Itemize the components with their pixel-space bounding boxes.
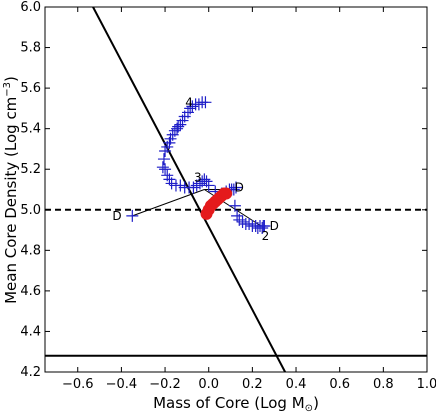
plus-marker bbox=[202, 179, 215, 192]
series-1 bbox=[126, 96, 271, 235]
x-tick-label: 0.0 bbox=[198, 377, 219, 392]
y-tick-label: 5.8 bbox=[20, 41, 41, 56]
x-axis-title-main: Mass of Core (Log M bbox=[153, 394, 305, 412]
y-axis-title: Mean Core Density (Log cm−3) bbox=[2, 76, 20, 304]
x-tick-label: 0.6 bbox=[329, 377, 350, 392]
x-tick-label: −0.4 bbox=[106, 377, 138, 392]
series-2 bbox=[159, 163, 196, 194]
circle-marker bbox=[220, 187, 233, 200]
plus-marker bbox=[256, 222, 269, 235]
plus-marker bbox=[198, 173, 211, 186]
plus-marker bbox=[228, 199, 241, 212]
x-tick-label: −0.6 bbox=[62, 377, 94, 392]
annotation-2: 3 bbox=[194, 170, 202, 184]
plus-marker bbox=[156, 161, 169, 174]
plus-marker bbox=[199, 96, 212, 109]
x-axis-title-close: ) bbox=[313, 394, 319, 412]
plus-marker bbox=[157, 153, 170, 166]
annotation-4: D bbox=[235, 180, 244, 194]
x-tick-label: −0.2 bbox=[149, 377, 181, 392]
y-tick-label: 5.0 bbox=[20, 203, 41, 218]
reference-line-4 bbox=[132, 189, 205, 217]
plus-marker bbox=[192, 98, 205, 111]
y-tick-label: 6.0 bbox=[20, 0, 41, 15]
y-tick-label: 4.4 bbox=[20, 324, 41, 339]
y-tick-label: 4.8 bbox=[20, 243, 41, 258]
y-tick-label: 4.2 bbox=[20, 365, 41, 380]
plus-marker bbox=[183, 181, 196, 194]
y-axis-title-main: Mean Core Density (Log cm bbox=[2, 97, 20, 304]
y-axis-title-close: ) bbox=[2, 76, 20, 82]
plus-marker bbox=[243, 217, 256, 230]
x-tick-label: 0.4 bbox=[286, 377, 307, 392]
plus-marker bbox=[230, 181, 242, 194]
x-tick-label: 0.2 bbox=[242, 377, 263, 392]
x-tick-label: 1.0 bbox=[417, 377, 436, 392]
x-axis-title: Mass of Core (Log M⊙) bbox=[153, 394, 319, 414]
plus-marker bbox=[258, 220, 271, 232]
y-tick-label: 5.6 bbox=[20, 81, 41, 96]
annotation-1: 4 bbox=[185, 95, 193, 109]
plus-marker bbox=[159, 163, 172, 176]
y-tick-label: 5.4 bbox=[20, 122, 41, 137]
annotation-6: 2 bbox=[262, 229, 270, 243]
plus-marker bbox=[233, 213, 246, 226]
y-tick-label: 4.6 bbox=[20, 284, 41, 299]
x-axis-title-sub: ⊙ bbox=[305, 403, 313, 414]
plus-marker bbox=[236, 215, 249, 228]
y-axis-title-sup: −3 bbox=[2, 82, 13, 97]
series-3 bbox=[200, 187, 233, 220]
annotation-5: D bbox=[270, 219, 279, 233]
x-tick-label: 0.8 bbox=[373, 377, 394, 392]
annotation-3: D bbox=[112, 209, 121, 223]
plus-marker bbox=[172, 120, 185, 133]
y-tick-label: 5.2 bbox=[20, 162, 41, 177]
plus-marker bbox=[126, 209, 139, 222]
plus-marker bbox=[186, 100, 199, 113]
axis-ticks: −0.6 −0.4 −0.2 0.0 0.2 0.4 0.6 0.8 1.0 4.2 4.4 4.6 4… bbox=[20, 0, 436, 392]
